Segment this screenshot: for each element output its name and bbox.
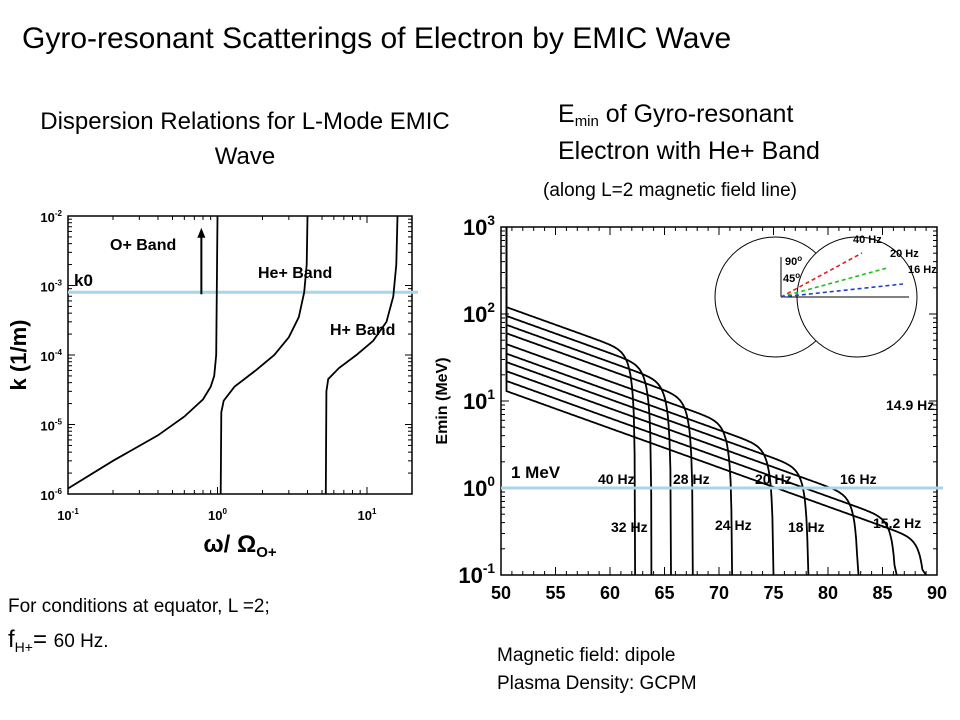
x-tick-label: 10-1 bbox=[57, 507, 79, 523]
magnetic-field-note: Magnetic field: dipole bbox=[497, 645, 676, 666]
frequency-label: 18 Hz bbox=[788, 519, 825, 535]
right-title-line1: Emin of Gyro-resonant bbox=[558, 96, 820, 133]
x-tick-label: 101 bbox=[358, 507, 377, 523]
frequency-label: 28 Hz bbox=[673, 471, 710, 487]
y-tick-label: 10-1 bbox=[458, 561, 495, 588]
dispersion-curve bbox=[219, 215, 309, 495]
frequency-label: 40 Hz bbox=[598, 471, 635, 487]
right-chart-subtitle: (along L=2 magnetic field line) bbox=[543, 180, 798, 201]
x-tick-label: 75 bbox=[763, 583, 783, 603]
emin-curve bbox=[505, 227, 694, 576]
inset-wave-line bbox=[780, 252, 863, 298]
dispersion-curve bbox=[324, 215, 399, 495]
right-title-line2: Electron with He+ Band bbox=[558, 136, 820, 165]
frequency-label: 16 Hz bbox=[840, 471, 877, 487]
right-title-sub: min bbox=[574, 113, 599, 130]
k0-label: k0 bbox=[74, 271, 93, 290]
x-tick-label: 85 bbox=[872, 583, 892, 603]
emin-curve bbox=[505, 227, 636, 576]
slide-title: Gyro-resonant Scatterings of Electron by… bbox=[22, 22, 732, 55]
f-subscript: H+ bbox=[14, 639, 33, 656]
emin-curve bbox=[505, 227, 810, 576]
x-tick-label: 80 bbox=[818, 583, 838, 603]
plasma-density-note: Plasma Density: GCPM bbox=[497, 672, 697, 694]
y-tick-label: 10-2 bbox=[40, 209, 62, 225]
inset-frequency-label: 20 Hz bbox=[890, 248, 919, 260]
o-band-arrow-head bbox=[197, 227, 206, 238]
inset-frequency-label: 40 Hz bbox=[853, 234, 882, 246]
x-tick-label: 100 bbox=[208, 507, 227, 523]
emin-curve bbox=[505, 227, 898, 576]
dispersion-chart: 10-1 100 101 10-6 10-5 10-4 10-3 10-2 k (1/m) ω/ … bbox=[0, 198, 425, 568]
x-tick-label: 90 bbox=[927, 583, 947, 603]
inset-wave-line bbox=[780, 267, 888, 298]
y-tick-label: 102 bbox=[463, 300, 495, 327]
frequency-label: 32 Hz bbox=[611, 519, 648, 535]
band-label: H+ Band bbox=[330, 322, 395, 339]
band-label: O+ Band bbox=[110, 237, 176, 254]
band-label: He+ Band bbox=[258, 265, 332, 282]
x-tick-label: 60 bbox=[600, 583, 620, 603]
emin-curve bbox=[505, 227, 860, 576]
frequency-value: 60 Hz. bbox=[53, 631, 109, 653]
frequency-label: 15.2 Hz bbox=[873, 515, 921, 531]
right-title-rest: of Gyro-resonant bbox=[598, 100, 794, 128]
x-axis-label: ω/ ΩO+ bbox=[203, 531, 277, 561]
frequency-label: 24 Hz bbox=[715, 517, 752, 533]
y-tick-label: 10-6 bbox=[40, 487, 62, 503]
equals-sign: = bbox=[32, 626, 54, 654]
right-chart-title: Emin of Gyro-resonant Electron with He+ … bbox=[558, 96, 820, 169]
frequency-line: fH+= 60 Hz. bbox=[8, 621, 270, 658]
wave-angle-inset: 90o 45o 40 Hz 20 Hz 16 Hz bbox=[714, 234, 937, 358]
emin-curve bbox=[505, 227, 733, 576]
emin-chart: 50556065707580859010-1100101102103Co-Lat… bbox=[425, 205, 960, 605]
frequency-label: 14.9 Hz bbox=[886, 397, 934, 413]
emin-curve bbox=[505, 227, 672, 576]
model-notes: Magnetic field: dipole Plasma Density: G… bbox=[497, 642, 697, 697]
x-tick-label: 55 bbox=[545, 583, 565, 603]
y-tick-label: 10-4 bbox=[40, 348, 62, 364]
left-chart-title: Dispersion Relations for L-Mode EMIC Wav… bbox=[40, 108, 450, 170]
emin-curve bbox=[505, 227, 653, 576]
y-tick-label: 103 bbox=[463, 213, 495, 240]
y-tick-label: 10-5 bbox=[40, 418, 62, 434]
frequency-label: 20 Hz bbox=[755, 471, 792, 487]
y-axis-label: Emin (MeV) bbox=[434, 357, 451, 444]
one-mev-label: 1 MeV bbox=[511, 463, 561, 482]
inset-frequency-label: 16 Hz bbox=[908, 264, 937, 276]
y-tick-label: 10-3 bbox=[40, 279, 62, 295]
x-tick-label: 70 bbox=[709, 583, 729, 603]
conditions-line: For conditions at equator, L =2; bbox=[8, 596, 270, 617]
emin-curve bbox=[505, 227, 775, 576]
right-title-e: E bbox=[558, 100, 575, 128]
dispersion-curve bbox=[67, 215, 219, 490]
f-symbol: f bbox=[8, 626, 15, 654]
y-axis-label: k (1/m) bbox=[6, 320, 31, 391]
equator-conditions-note: For conditions at equator, L =2; fH+= 60… bbox=[8, 592, 270, 659]
emin-curve bbox=[505, 227, 927, 576]
x-tick-label: 50 bbox=[491, 583, 511, 603]
y-tick-label: 100 bbox=[463, 474, 495, 501]
x-tick-label: 65 bbox=[654, 583, 674, 603]
y-tick-label: 101 bbox=[463, 387, 495, 414]
inset-angle-45: 45o bbox=[783, 271, 800, 285]
inset-angle-90: 90o bbox=[785, 254, 802, 268]
